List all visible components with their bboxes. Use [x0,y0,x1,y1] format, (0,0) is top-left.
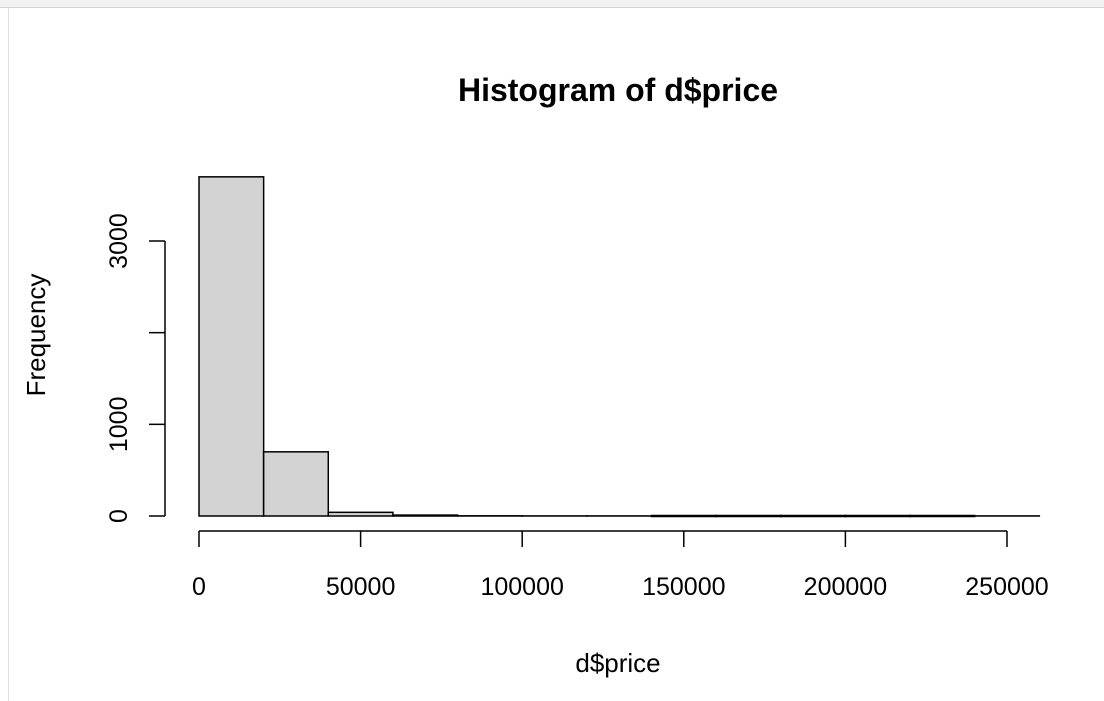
histogram-bar [844,514,911,518]
x-tick-label: 200000 [804,573,887,601]
x-axis: 0 50000 100000 150000 200000 250000 [192,530,1049,601]
y-tick-label: 1000 [105,397,133,453]
histogram-bar [780,514,847,518]
histogram-bar [715,514,782,518]
histogram-bar [392,514,459,517]
x-tick-label: 150000 [642,573,725,601]
y-axis-title: Frequency [21,274,51,397]
chart-title: Histogram of d$price [458,72,778,108]
y-axis: 0 1000 3000 [105,213,166,523]
plot-viewer-frame [8,8,1104,701]
window-top-strip [0,0,1104,8]
x-tick-label: 250000 [965,573,1048,601]
histogram-bar [909,514,976,518]
x-tick-label: 100000 [480,573,563,601]
bars-group [198,176,1041,518]
histogram-bar [327,511,394,517]
histogram-bar [198,176,265,517]
y-tick-label: 0 [105,509,133,523]
histogram-bar [262,451,330,517]
y-tick-label: 3000 [105,213,133,269]
x-tick-label: 50000 [326,573,396,601]
histogram-bar [650,514,717,518]
x-axis-title: d$price [575,648,660,678]
x-tick-label: 0 [192,573,206,601]
